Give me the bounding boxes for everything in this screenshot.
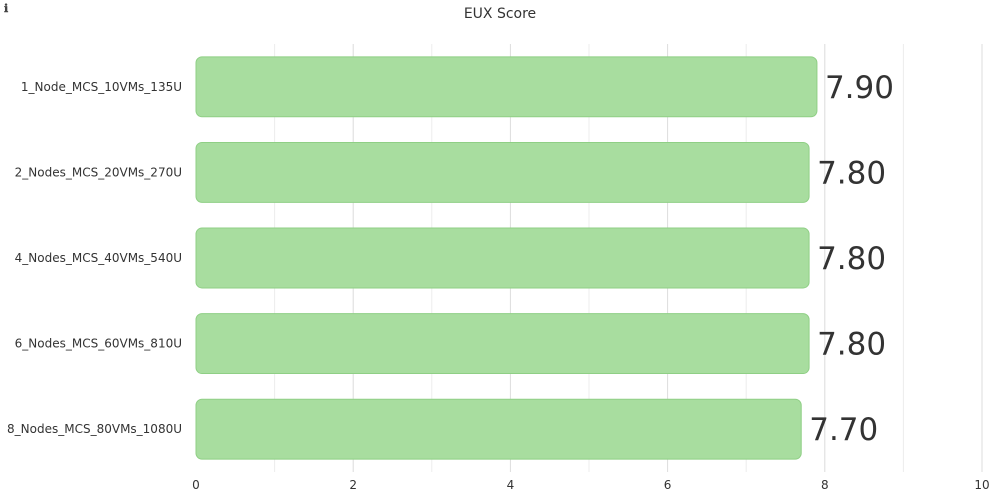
x-axis-ticks: 0 2 4 6 8 10	[192, 478, 989, 492]
x-tick-label: 6	[664, 478, 672, 492]
chart-title: EUX Score	[463, 6, 537, 22]
bar-5[interactable]	[195, 398, 802, 460]
value-label: 7.80	[817, 241, 886, 277]
x-tick-label: 10	[974, 478, 989, 492]
info-icon[interactable]: ℹ	[4, 2, 9, 15]
x-tick-label: 4	[507, 478, 515, 492]
category-label: 1_Node_MCS_10VMs_135U	[21, 80, 182, 94]
bar-1[interactable]	[195, 56, 818, 118]
category-label: 2_Nodes_MCS_20VMs_270U	[15, 165, 182, 179]
value-label: 7.90	[825, 70, 894, 106]
x-tick-label: 0	[192, 478, 200, 492]
bars	[195, 56, 818, 460]
category-label: 8_Nodes_MCS_80VMs_1080U	[7, 422, 182, 436]
value-label: 7.80	[817, 155, 886, 191]
x-tick-label: 2	[349, 478, 357, 492]
bar-4[interactable]	[195, 313, 810, 375]
category-labels: 1_Node_MCS_10VMs_135U 2_Nodes_MCS_20VMs_2…	[7, 80, 182, 436]
x-tick-label: 8	[821, 478, 829, 492]
category-label: 4_Nodes_MCS_40VMs_540U	[15, 251, 182, 265]
bar-3[interactable]	[195, 227, 810, 289]
value-labels: 7.90 7.80 7.80 7.80 7.70	[809, 70, 894, 448]
bar-2[interactable]	[195, 141, 810, 203]
category-label: 6_Nodes_MCS_60VMs_810U	[15, 337, 182, 351]
value-label: 7.70	[809, 412, 878, 448]
value-label: 7.80	[817, 327, 886, 363]
